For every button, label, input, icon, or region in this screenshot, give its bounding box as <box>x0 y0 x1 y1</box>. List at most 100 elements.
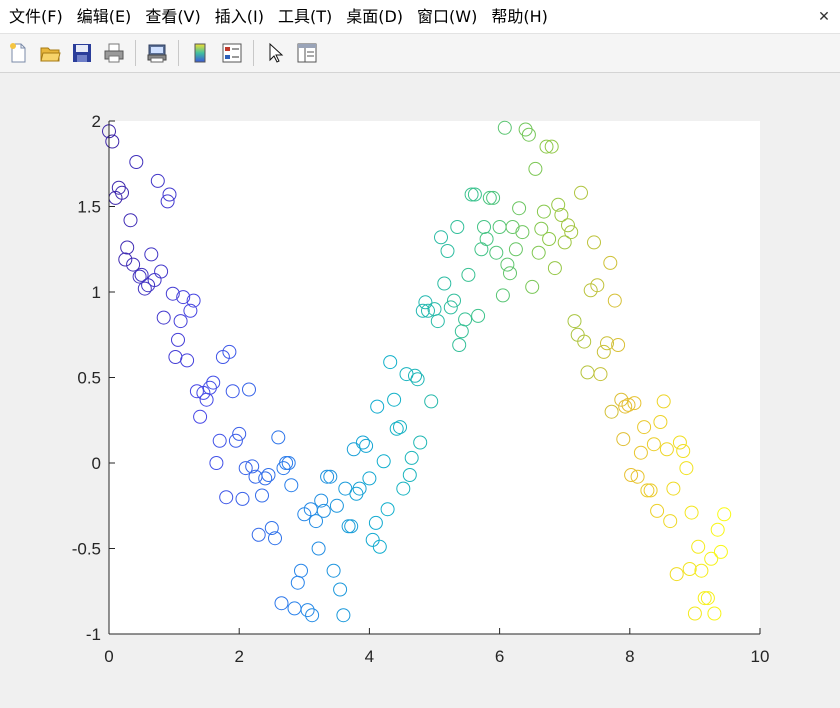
axes-background[interactable] <box>109 121 760 634</box>
scatter-point <box>251 527 266 542</box>
scatter-point <box>637 420 652 435</box>
scatter-point <box>323 469 338 484</box>
scatter-point <box>593 367 608 382</box>
scatter-point <box>171 332 185 347</box>
scatter-point <box>561 218 575 233</box>
scatter-point <box>600 336 614 351</box>
scatter-point <box>650 503 665 518</box>
scatter-point <box>123 213 138 228</box>
scatter-point <box>225 384 240 399</box>
scatter-point <box>430 314 445 329</box>
scatter-point <box>663 514 678 529</box>
menu-desktop[interactable]: 桌面(D) <box>346 7 404 26</box>
x-tick-label: 4 <box>365 647 374 666</box>
scatter-point <box>515 225 530 240</box>
scatter-point <box>186 293 201 308</box>
scatter-point <box>344 519 359 534</box>
scatter-point <box>396 481 411 496</box>
scatter-point <box>352 481 367 496</box>
scatter-point <box>577 334 592 349</box>
x-tick-label: 8 <box>625 647 634 666</box>
scatter-point <box>242 382 256 397</box>
scatter-point <box>137 281 152 296</box>
scatter-point <box>534 221 549 236</box>
menu-edit[interactable]: 编辑(E) <box>76 7 132 26</box>
scatter-point <box>614 392 629 407</box>
y-tick-label: 0 <box>92 454 101 473</box>
scatter-point <box>607 293 622 308</box>
scatter-point <box>640 483 655 498</box>
scatter-point <box>536 204 551 219</box>
y-tick-label: 0.5 <box>77 369 101 388</box>
scatter-point <box>479 232 494 246</box>
scatter-point <box>508 242 523 257</box>
menu-tools[interactable]: 工具(T) <box>277 7 333 26</box>
scatter-point <box>228 433 243 448</box>
new-figure-icon[interactable] <box>3 38 33 68</box>
scatter-point <box>180 353 195 368</box>
scatter-point <box>410 372 425 387</box>
scatter-point <box>105 134 120 149</box>
scatter-point <box>704 551 719 566</box>
x-tick-label: 2 <box>234 647 243 666</box>
scatter-point <box>630 469 645 484</box>
scatter-point <box>450 220 465 234</box>
y-tick-label: 2 <box>92 112 101 131</box>
print-preview-icon[interactable] <box>142 38 172 68</box>
legend-icon[interactable] <box>217 38 247 68</box>
scatter-point <box>656 394 671 409</box>
scatter-point <box>245 459 260 474</box>
scatter-point <box>329 498 344 513</box>
scatter-point <box>176 290 191 305</box>
pointer-icon[interactable] <box>260 38 290 68</box>
scatter-point <box>300 603 315 618</box>
scatter-point <box>156 310 171 325</box>
scatter-point <box>682 562 697 576</box>
scatter-point <box>590 278 605 293</box>
scatter-point <box>404 450 419 465</box>
print-icon[interactable] <box>99 38 129 68</box>
scatter-point <box>467 187 482 202</box>
scatter-point <box>643 483 658 498</box>
menu-insert[interactable]: 插入(I) <box>214 7 264 26</box>
scatter-point <box>557 235 572 250</box>
scatter-point <box>624 468 639 482</box>
open-file-icon[interactable] <box>35 38 65 68</box>
scatter-point <box>440 244 455 258</box>
x-tick-label: 10 <box>751 647 770 666</box>
scatter-point <box>150 173 165 188</box>
menu-view[interactable]: 查看(V) <box>145 7 201 26</box>
menu-bar: 文件(F) 编辑(E) 查看(V) 插入(I) 工具(T) 桌面(D) 窗口(W… <box>0 0 840 34</box>
save-icon[interactable] <box>67 38 97 68</box>
scatter-point <box>279 456 294 470</box>
close-icon[interactable]: ✕ <box>818 8 830 25</box>
toolbar-separator <box>135 40 136 66</box>
scatter-point <box>281 456 296 470</box>
scatter-point <box>209 456 224 470</box>
scatter-point <box>666 481 681 496</box>
scatter-point <box>305 608 320 623</box>
scatter-point <box>380 502 395 517</box>
scatter-point <box>258 471 273 486</box>
scatter-point <box>408 368 422 383</box>
scatter-point <box>489 245 504 260</box>
menu-window[interactable]: 窗口(W) <box>417 7 478 26</box>
scatter-point <box>500 257 515 272</box>
colorbar-icon[interactable] <box>185 38 215 68</box>
property-editor-icon[interactable] <box>292 38 322 68</box>
scatter-point <box>160 194 175 209</box>
menu-file[interactable]: 文件(F) <box>9 7 63 26</box>
scatter-point <box>525 279 540 294</box>
toolbar <box>0 34 840 73</box>
menu-help[interactable]: 帮助(H) <box>491 7 548 26</box>
scatter-chart: 0 2 4 6 8 10 -1 -0.5 0 0.5 1 1.5 2 <box>72 112 770 666</box>
axes-frame: 0 2 4 6 8 10 -1 -0.5 0 0.5 1 1.5 2 <box>72 112 770 666</box>
scatter-point <box>126 257 141 272</box>
scatter-point <box>421 303 435 318</box>
scatter-point <box>372 539 387 554</box>
scatter-point <box>134 267 149 282</box>
scatter-point <box>512 201 527 216</box>
scatter-point <box>633 445 648 460</box>
scatter-point <box>697 591 712 606</box>
scatter-point <box>687 606 702 621</box>
